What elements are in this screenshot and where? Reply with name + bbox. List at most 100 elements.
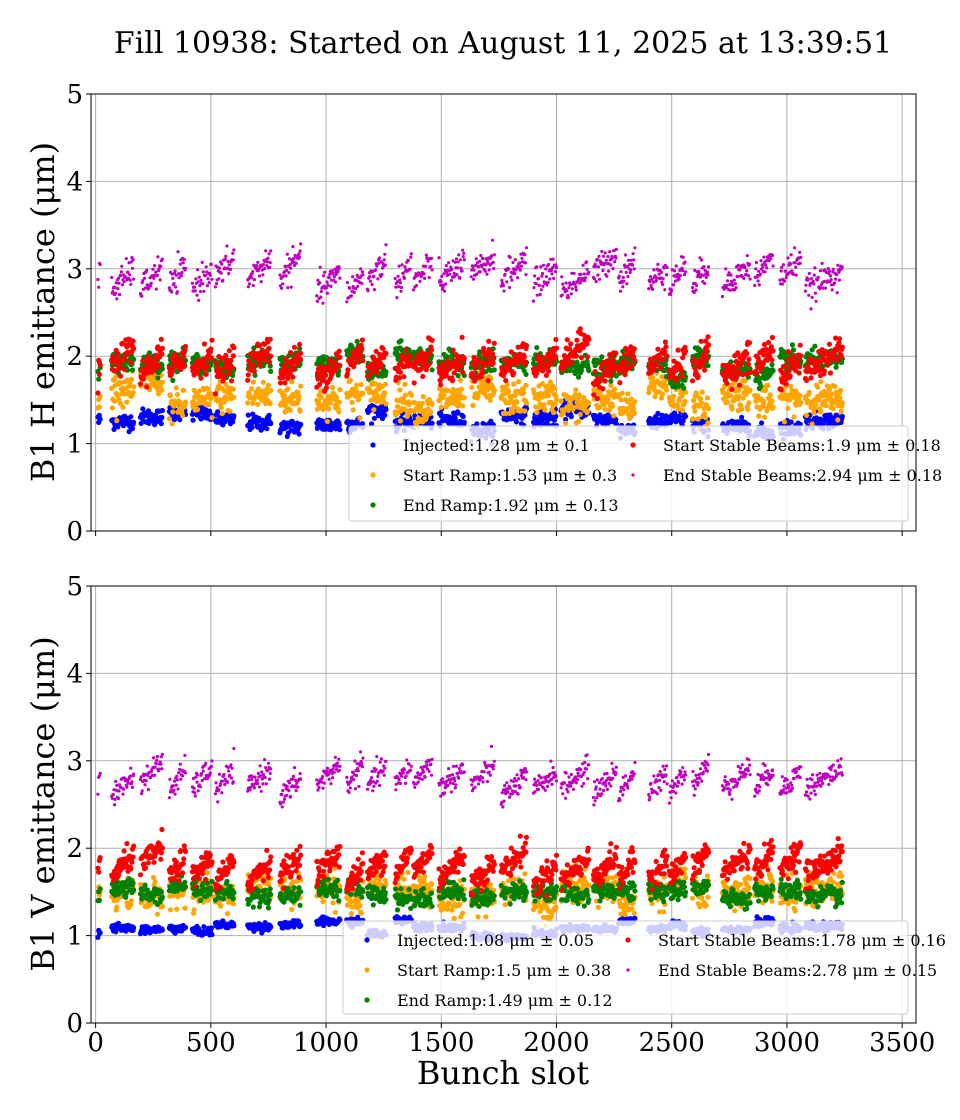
scatter-point bbox=[124, 257, 128, 261]
scatter-point bbox=[403, 265, 407, 269]
scatter-point bbox=[746, 274, 751, 278]
scatter-point bbox=[724, 380, 730, 386]
scatter-point bbox=[790, 347, 797, 353]
scatter-point bbox=[226, 370, 232, 376]
scatter-point bbox=[569, 359, 575, 365]
scatter-point bbox=[521, 390, 527, 396]
scatter-point bbox=[491, 367, 497, 373]
scatter-point bbox=[251, 283, 255, 288]
scatter-point bbox=[754, 260, 759, 265]
scatter-point bbox=[397, 418, 403, 424]
scatter-point bbox=[759, 259, 763, 263]
scatter-point bbox=[610, 256, 615, 260]
scatter-point bbox=[510, 370, 517, 376]
scatter-point bbox=[459, 334, 465, 340]
scatter-point bbox=[418, 279, 422, 283]
scatter-point bbox=[523, 253, 527, 257]
scatter-point bbox=[206, 401, 212, 407]
scatter-point bbox=[690, 416, 696, 422]
scatter-point bbox=[680, 408, 686, 414]
scatter-point bbox=[560, 275, 564, 279]
scatter-point bbox=[771, 264, 775, 268]
scatter-point bbox=[336, 422, 342, 428]
scatter-point bbox=[596, 273, 600, 277]
scatter-point bbox=[621, 275, 625, 280]
scatter-point bbox=[453, 260, 457, 264]
scatter-point bbox=[601, 254, 606, 258]
scatter-point bbox=[745, 361, 752, 367]
scatter-point bbox=[284, 274, 288, 278]
scatter-point bbox=[469, 275, 473, 279]
scatter-point bbox=[250, 400, 256, 406]
scatter-point bbox=[757, 283, 761, 287]
scatter-point bbox=[116, 276, 121, 280]
scatter-point bbox=[152, 276, 156, 280]
scatter-point bbox=[757, 269, 761, 273]
scatter-point bbox=[492, 266, 496, 271]
scatter-point bbox=[491, 340, 497, 346]
scatter-point bbox=[704, 395, 711, 401]
scatter-point bbox=[803, 289, 808, 293]
scatter-point bbox=[539, 288, 543, 292]
scatter-point bbox=[383, 401, 389, 407]
scatter-point bbox=[407, 354, 413, 360]
scatter-point bbox=[729, 273, 733, 277]
scatter-point bbox=[503, 377, 509, 384]
scatter-point bbox=[345, 281, 349, 285]
scatter-point bbox=[461, 248, 465, 252]
scatter-point bbox=[625, 282, 629, 286]
scatter-point bbox=[663, 383, 669, 389]
scatter-point bbox=[520, 256, 524, 260]
scatter-point bbox=[383, 369, 389, 375]
scatter-point bbox=[159, 379, 165, 385]
scatter-point bbox=[131, 258, 135, 262]
scatter-point bbox=[95, 390, 101, 396]
scatter-point bbox=[607, 269, 611, 273]
scatter-point bbox=[478, 270, 482, 274]
scatter-point bbox=[508, 349, 514, 355]
scatter-point bbox=[485, 272, 489, 276]
scatter-point bbox=[789, 342, 796, 348]
scatter-point bbox=[492, 253, 496, 257]
scatter-point bbox=[599, 354, 605, 360]
scatter-point bbox=[697, 269, 701, 273]
scatter-point bbox=[97, 285, 101, 289]
scatter-point bbox=[420, 373, 426, 380]
scatter-point bbox=[579, 272, 583, 276]
scatter-point bbox=[565, 289, 569, 293]
scatter-point bbox=[408, 392, 414, 398]
scatter-point bbox=[458, 363, 465, 369]
scatter-point bbox=[597, 254, 601, 258]
scatter-point bbox=[594, 280, 598, 284]
scatter-point bbox=[663, 387, 670, 393]
scatter-point bbox=[181, 387, 187, 393]
scatter-point bbox=[552, 385, 558, 391]
scatter-point bbox=[809, 277, 814, 281]
scatter-point bbox=[510, 409, 516, 415]
scatter-point bbox=[384, 243, 388, 247]
scatter-point bbox=[213, 360, 219, 366]
scatter-point bbox=[683, 260, 687, 264]
scatter-point bbox=[479, 253, 483, 258]
scatter-point bbox=[226, 259, 230, 264]
scatter-point bbox=[747, 262, 752, 266]
scatter-point bbox=[609, 263, 613, 267]
scatter-point bbox=[745, 269, 749, 273]
scatter-point bbox=[523, 261, 528, 265]
scatter-point bbox=[197, 275, 201, 279]
scatter-point bbox=[209, 337, 215, 343]
scatter-point bbox=[231, 413, 237, 419]
scatter-point bbox=[732, 278, 736, 282]
scatter-point bbox=[429, 337, 435, 343]
scatter-point bbox=[765, 382, 771, 388]
scatter-point bbox=[217, 266, 222, 270]
scatter-point bbox=[400, 263, 404, 267]
scatter-point bbox=[461, 395, 467, 401]
scatter-point bbox=[569, 292, 573, 296]
scatter-point bbox=[729, 386, 735, 392]
scatter-point bbox=[695, 416, 701, 422]
scatter-point bbox=[250, 276, 254, 280]
scatter-point bbox=[789, 253, 793, 257]
scatter-point bbox=[285, 386, 291, 392]
